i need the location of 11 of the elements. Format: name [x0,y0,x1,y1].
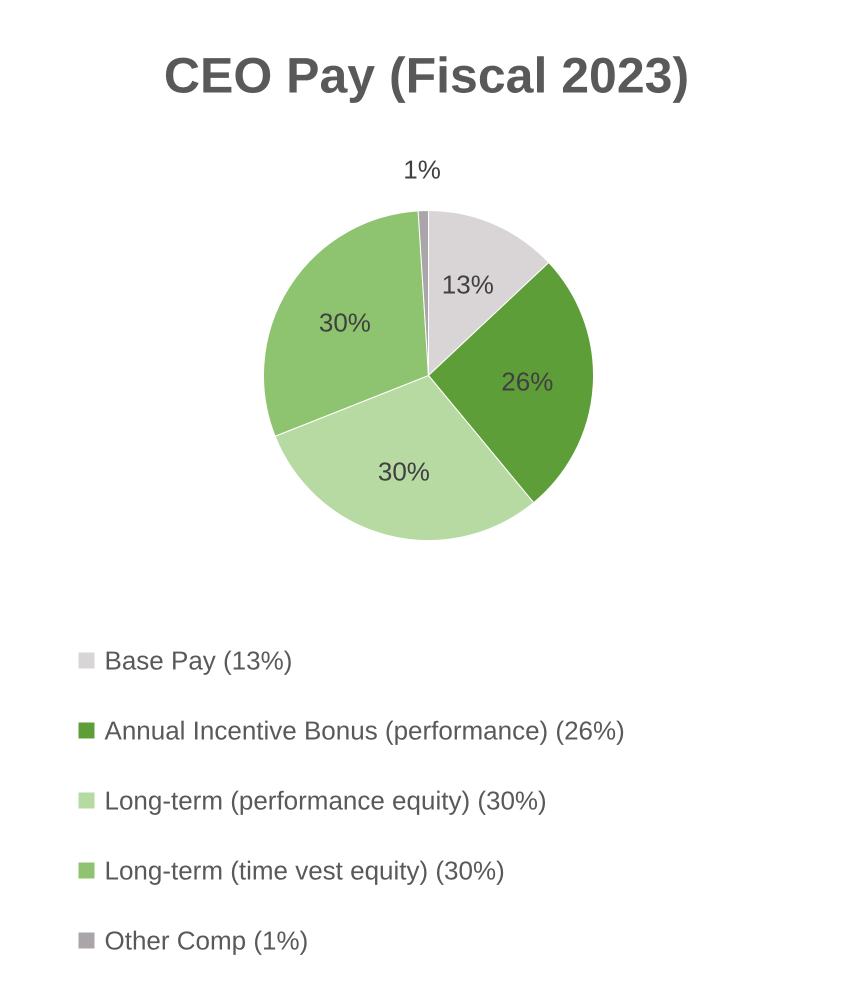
data-label: 30% [318,307,371,338]
data-label: 26% [501,366,554,397]
legend-label: Long-term (time vest equity) (30%) [104,856,505,886]
legend-label: Base Pay (13%) [104,646,292,676]
data-label: 1% [403,154,441,184]
legend-label: Annual Incentive Bonus (performance) (26%) [104,716,625,746]
chart-title: CEO Pay (Fiscal 2023) [164,48,690,104]
legend-label: Other Comp (1%) [104,926,308,956]
data-label: 30% [378,456,430,486]
legend-label: Long-term (performance equity) (30%) [104,786,547,816]
data-label: 13% [442,270,494,300]
